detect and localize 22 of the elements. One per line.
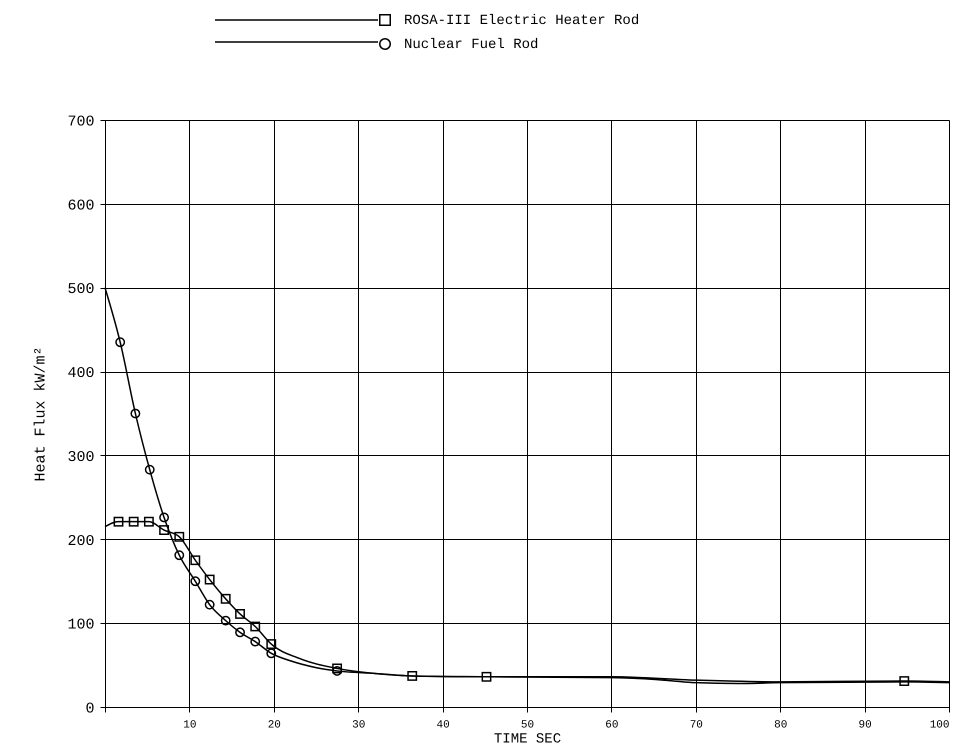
x-axis-title: TIME SEC <box>494 732 562 748</box>
x-tick-label: 10 <box>183 720 196 732</box>
y-tick-label: 700 <box>67 114 94 130</box>
y-tick-label: 200 <box>67 532 94 550</box>
x-tick-label: 70 <box>690 720 703 732</box>
y-tick-label: 400 <box>67 365 94 382</box>
x-tick-label: 50 <box>520 720 534 732</box>
y-tick-label: 600 <box>67 197 94 214</box>
x-tick-label: 60 <box>605 720 618 732</box>
y-tick-label: 300 <box>67 448 94 466</box>
legend-label: Nuclear Fuel Rod <box>404 37 538 53</box>
x-tick-label: 30 <box>352 720 366 732</box>
y-tick-label: 0 <box>85 700 94 718</box>
y-tick-label: 500 <box>67 281 94 298</box>
x-tick-label: 20 <box>268 720 281 732</box>
y-axis-title: Heat Flux kW/m² <box>32 346 50 482</box>
x-tick-label: 90 <box>858 720 872 732</box>
x-tick-label: 80 <box>774 720 788 732</box>
legend-label: ROSA-III Electric Heater Rod <box>404 13 640 29</box>
y-tick-label: 100 <box>67 616 94 634</box>
x-tick-label: 100 <box>930 720 950 732</box>
x-tick-label: 40 <box>436 720 450 732</box>
